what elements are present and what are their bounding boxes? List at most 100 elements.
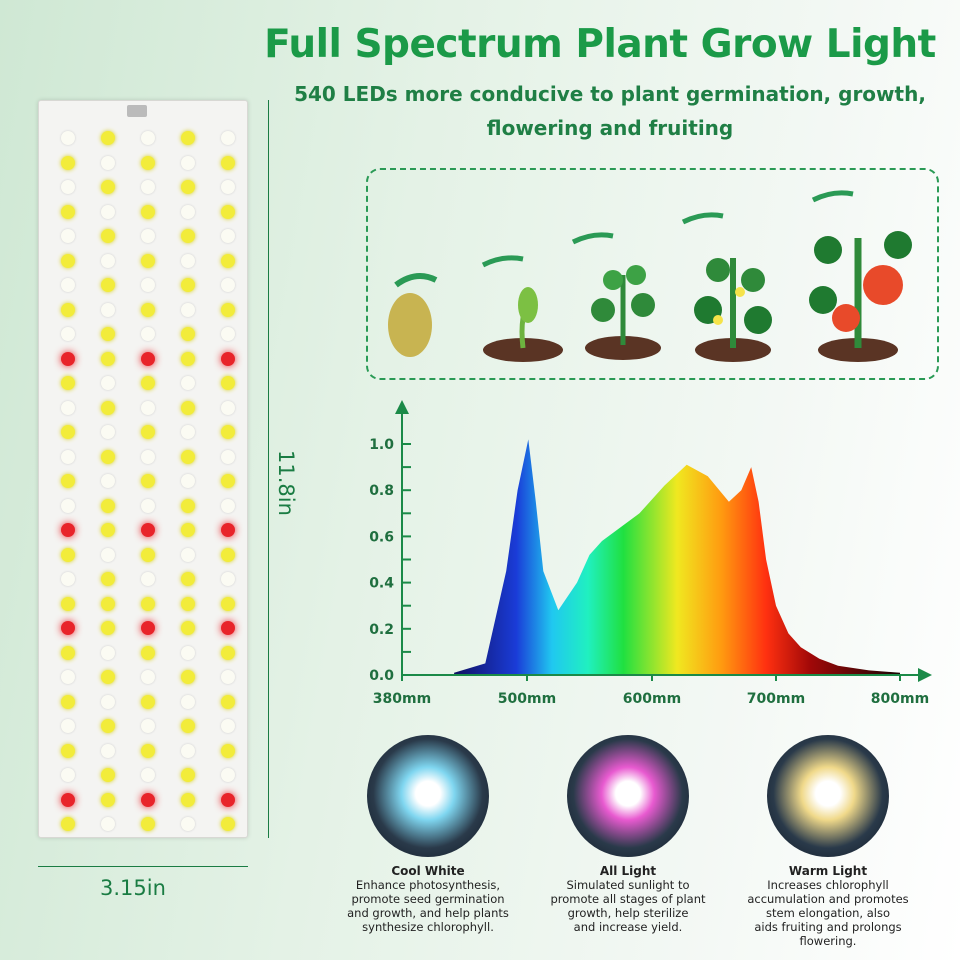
- led-yellow: [101, 792, 115, 807]
- led-white: [141, 131, 155, 145]
- light-title: Cool White: [391, 864, 465, 878]
- led-yellow: [181, 278, 195, 292]
- led-white: [221, 278, 235, 292]
- led-yellow: [141, 302, 155, 317]
- led-white: [221, 670, 235, 684]
- led-red: [221, 523, 235, 537]
- y-tick-label: 0.6: [369, 529, 394, 545]
- led-white: [141, 498, 155, 513]
- led-white: [221, 498, 235, 513]
- led-white: [101, 302, 115, 317]
- led-white: [141, 327, 155, 341]
- led-white: [61, 180, 75, 194]
- led-yellow: [61, 302, 75, 317]
- led-yellow: [61, 204, 75, 219]
- led-yellow: [101, 449, 115, 464]
- growth-stages-panel: [366, 168, 939, 380]
- led-red: [61, 523, 75, 537]
- led-white: [181, 743, 195, 758]
- led-yellow: [181, 621, 195, 635]
- led-yellow: [101, 351, 115, 366]
- subtitle-line-1: 540 LEDs more conducive to plant germina…: [294, 82, 926, 106]
- light-description-line: accumulation and promotes: [747, 892, 909, 906]
- led-white: [141, 278, 155, 292]
- led-yellow: [221, 155, 235, 170]
- led-yellow: [221, 817, 235, 831]
- led-red: [61, 792, 75, 807]
- led-white: [61, 449, 75, 464]
- led-yellow: [101, 278, 115, 292]
- led-white: [101, 547, 115, 562]
- led-yellow: [221, 694, 235, 709]
- led-yellow: [141, 253, 155, 268]
- led-white: [141, 768, 155, 782]
- led-yellow: [181, 670, 195, 684]
- light-description-line: Simulated sunlight to: [566, 878, 690, 892]
- led-white: [101, 376, 115, 390]
- led-yellow: [61, 474, 75, 488]
- led-yellow: [221, 376, 235, 390]
- light-description-line: and growth, and help plants: [347, 906, 509, 920]
- led-white: [101, 474, 115, 488]
- led-white: [61, 498, 75, 513]
- light-description-line: promote seed germination: [351, 892, 505, 906]
- chart-axes: [395, 400, 932, 682]
- light-description-line: Enhance photosynthesis,: [355, 878, 501, 892]
- led-yellow: [61, 155, 75, 170]
- led-yellow: [141, 376, 155, 390]
- y-axis-arrow-icon: [395, 400, 409, 414]
- led-yellow: [181, 792, 195, 807]
- led-white: [181, 204, 195, 219]
- led-white: [221, 449, 235, 464]
- led-yellow: [141, 596, 155, 611]
- led-yellow: [61, 694, 75, 709]
- light-description-line: synthesize chlorophyll.: [362, 920, 494, 934]
- led-yellow: [61, 376, 75, 390]
- led-yellow: [181, 131, 195, 145]
- led-white: [221, 572, 235, 586]
- led-yellow: [141, 645, 155, 660]
- led-yellow: [101, 670, 115, 684]
- led-white: [181, 474, 195, 488]
- led-yellow: [101, 768, 115, 782]
- led-yellow: [141, 547, 155, 562]
- light-1-image: [567, 735, 689, 857]
- led-yellow: [141, 694, 155, 709]
- led-yellow: [221, 204, 235, 219]
- led-white: [221, 229, 235, 243]
- light-2-image: [767, 735, 889, 857]
- x-tick-label: 600mm: [623, 691, 681, 707]
- led-white: [221, 719, 235, 733]
- led-white: [181, 155, 195, 170]
- led-yellow: [141, 155, 155, 170]
- x-tick-label: 380mm: [373, 691, 431, 707]
- led-yellow: [101, 131, 115, 145]
- led-white: [141, 670, 155, 684]
- light-2-caption: Warm Light Increases chlorophyll accumulat…: [728, 864, 928, 948]
- light-description-line: and increase yield.: [573, 920, 683, 934]
- led-white: [101, 743, 115, 758]
- led-yellow: [101, 523, 115, 537]
- led-white: [181, 253, 195, 268]
- led-yellow: [101, 596, 115, 611]
- led-white: [61, 572, 75, 586]
- led-white: [221, 768, 235, 782]
- subtitle-line-2: flowering and fruiting: [486, 116, 734, 140]
- led-yellow: [141, 474, 155, 488]
- led-white: [61, 719, 75, 733]
- led-yellow: [61, 596, 75, 611]
- led-yellow: [61, 743, 75, 758]
- growth-stages-illustration: [388, 190, 912, 362]
- x-tick-label: 500mm: [498, 691, 556, 707]
- led-yellow: [181, 498, 195, 513]
- led-yellow: [181, 180, 195, 194]
- led-board-image: [38, 100, 248, 838]
- fruiting-stage: [809, 231, 912, 362]
- led-red: [61, 621, 75, 635]
- led-yellow: [221, 253, 235, 268]
- led-yellow: [181, 327, 195, 341]
- led-white: [141, 719, 155, 733]
- led-yellow: [101, 719, 115, 733]
- light-description-line: aids fruiting and prolongs: [754, 920, 902, 934]
- led-yellow: [181, 523, 195, 537]
